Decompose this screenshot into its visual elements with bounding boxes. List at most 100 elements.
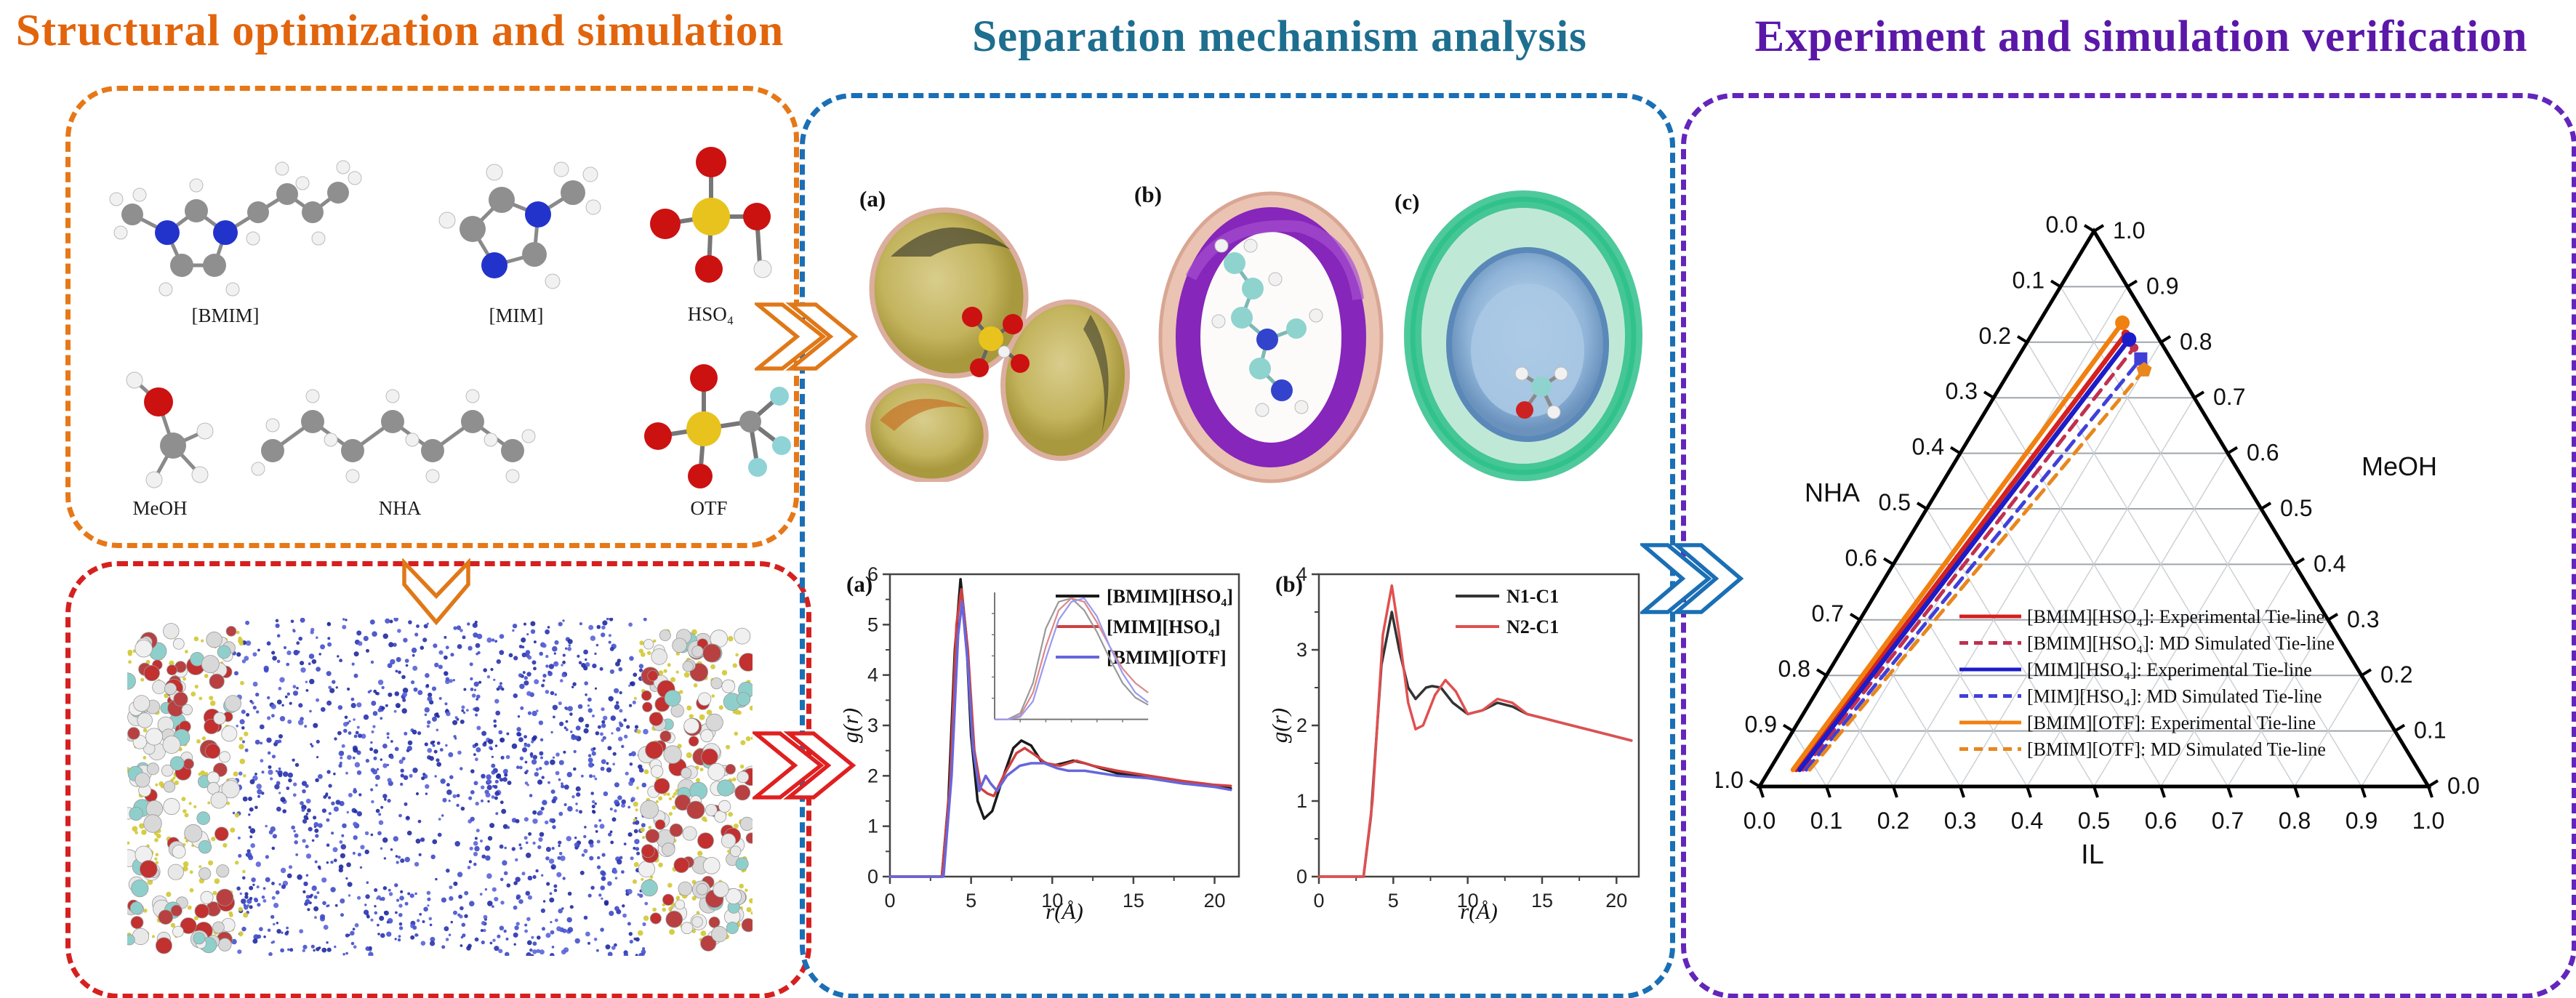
- arrow-right-red-icon: [753, 731, 856, 800]
- iso-label-a: (a): [859, 186, 886, 212]
- isosurface-c-graphic: [1404, 190, 1642, 481]
- svg-text:0.1: 0.1: [1810, 808, 1842, 834]
- svg-text:1.0: 1.0: [2412, 808, 2444, 834]
- rdf-svg: 0 5 10 15 20 0 1 2 3 4 5 6 r(Å) g(r) [BMIM][HSO₄] [MIM]…: [843, 563, 1240, 924]
- svg-text:5: 5: [966, 890, 976, 912]
- rdf-plot-a: 0 5 10 15 20 0 1 2 3 4 5 6 r(Å) g(r) [BMIM][HSO₄] [MIM]…: [843, 561, 1251, 925]
- rdf-svg: 0 5 10 15 20 0 1 2 3 4 r(Å) g(r) N1-C1 N2-C1 (b): [1272, 563, 1640, 924]
- molecule-label-mim: [MIM]: [489, 305, 544, 326]
- isosurface-b-graphic: [1158, 191, 1384, 483]
- mim-ballstick-graphic: [438, 161, 601, 289]
- svg-text:0.9: 0.9: [2146, 273, 2178, 299]
- svg-text:1: 1: [1296, 790, 1307, 812]
- svg-text:15: 15: [1531, 890, 1553, 912]
- svg-text:0.6: 0.6: [2145, 808, 2177, 834]
- svg-text:[MIM][HSO₄]: [MIM][HSO₄]: [1107, 616, 1221, 637]
- svg-text:[MIM][HSO₄]: MD Simulated Tie-: [MIM][HSO₄]: MD Simulated Tie-line: [2027, 686, 2322, 707]
- svg-text:5: 5: [867, 613, 878, 635]
- isosurface-a-graphic: [865, 207, 1131, 482]
- svg-text:0.5: 0.5: [1879, 489, 1911, 515]
- molecule-mim-structure: [MIM]: [404, 113, 629, 327]
- molecule-bmim-structure: [BMIM]: [84, 109, 367, 327]
- svg-text:[BMIM][HSO₄]: [BMIM][HSO₄]: [1107, 586, 1233, 607]
- svg-text:3: 3: [1296, 639, 1307, 661]
- molecule-label-hso4: HSO₄: [687, 303, 734, 325]
- svg-text:IL: IL: [2081, 840, 2104, 870]
- svg-text:6: 6: [867, 563, 878, 585]
- molecule-label-meoh: MeOH: [132, 497, 188, 519]
- svg-text:0.8: 0.8: [2180, 329, 2212, 355]
- svg-text:[MIM][HSO₄]: Experimental Tie-: [MIM][HSO₄]: Experimental Tie-line: [2027, 659, 2312, 680]
- iso-label-c: (c): [1395, 189, 1420, 214]
- svg-text:0.0: 0.0: [2447, 773, 2479, 799]
- svg-text:0: 0: [1296, 866, 1307, 888]
- svg-text:0.2: 0.2: [2380, 661, 2412, 688]
- md-simulation-snapshot: [127, 618, 753, 956]
- arrow-right-blue-icon: [1640, 543, 1744, 614]
- svg-text:3: 3: [867, 715, 878, 736]
- molecule-otf-structure: OTF: [622, 331, 796, 520]
- molecule-label-bmim: [BMIM]: [191, 305, 260, 326]
- svg-text:0.7: 0.7: [1812, 600, 1844, 627]
- hso4-ballstick-graphic: [649, 147, 771, 283]
- ternary-phase-diagram: 0.0 0.1 0.2 0.3 0.4 0.5 0.6 0.7 0.8 0.9 1.0 1.0 0.9 0…: [1716, 160, 2576, 945]
- svg-text:0.7: 0.7: [2212, 808, 2244, 834]
- svg-text:0.6: 0.6: [1845, 544, 1877, 571]
- molecule-meoh-structure: MeOH: [91, 338, 229, 520]
- svg-text:[BMIM][HSO₄]: Experimental Tie: [BMIM][HSO₄]: Experimental Tie-line: [2027, 606, 2324, 627]
- svg-text:[BMIM][OTF]: [BMIM][OTF]: [1107, 647, 1227, 668]
- svg-text:15: 15: [1123, 890, 1144, 912]
- ternary-svg: 0.0 0.1 0.2 0.3 0.4 0.5 0.6 0.7 0.8 0.9 1.0 1.0 0.9 0…: [1716, 212, 2479, 870]
- svg-text:0: 0: [1313, 890, 1324, 912]
- molecule-label-otf: OTF: [690, 497, 728, 519]
- svg-text:20: 20: [1605, 890, 1627, 912]
- svg-text:0.9: 0.9: [1745, 712, 1777, 738]
- svg-text:[BMIM][OTF]: Experimental Tie-: [BMIM][OTF]: Experimental Tie-line: [2027, 712, 2316, 733]
- svg-text:0.4: 0.4: [1912, 434, 1944, 460]
- svg-text:0.8: 0.8: [2279, 808, 2311, 834]
- svg-text:0.0: 0.0: [2046, 212, 2078, 238]
- svg-text:0.0: 0.0: [1744, 808, 1775, 834]
- svg-text:N2-C1: N2-C1: [1506, 616, 1559, 637]
- svg-text:0.1: 0.1: [2013, 267, 2045, 293]
- svg-text:0.3: 0.3: [1946, 378, 1978, 404]
- svg-text:r(Å): r(Å): [1046, 898, 1083, 924]
- arrow-down-orange-icon: [402, 558, 470, 626]
- svg-text:2: 2: [1296, 715, 1307, 736]
- svg-text:g(r): g(r): [1272, 708, 1292, 743]
- svg-text:0.1: 0.1: [2414, 717, 2446, 744]
- svg-text:r(Å): r(Å): [1460, 898, 1498, 924]
- svg-text:0.4: 0.4: [2314, 550, 2346, 576]
- meoh-ballstick-graphic: [126, 371, 214, 488]
- svg-text:0.7: 0.7: [2213, 384, 2245, 410]
- molecule-nha-structure: NHA: [240, 342, 560, 520]
- svg-text:[BMIM][OTF]: MD Simulated Tie-: [BMIM][OTF]: MD Simulated Tie-line: [2027, 739, 2326, 760]
- svg-text:MeOH: MeOH: [2362, 451, 2437, 481]
- svg-text:0: 0: [884, 890, 895, 912]
- nha-ballstick-graphic: [251, 389, 536, 483]
- svg-text:1: 1: [867, 816, 878, 837]
- svg-text:0.9: 0.9: [2346, 808, 2378, 834]
- svg-text:0.2: 0.2: [1979, 323, 2011, 349]
- svg-text:5: 5: [1388, 890, 1399, 912]
- svg-text:(b): (b): [1275, 571, 1303, 597]
- svg-text:0.5: 0.5: [2280, 495, 2312, 521]
- svg-text:NHA: NHA: [1805, 478, 1860, 507]
- svg-text:10: 10: [1457, 890, 1479, 912]
- bmim-ballstick-graphic: [109, 160, 362, 297]
- iso-label-b: (b): [1134, 182, 1162, 207]
- svg-text:[BMIM][HSO₄]: MD Simulated Tie: [BMIM][HSO₄]: MD Simulated Tie-line: [2027, 633, 2335, 654]
- molecule-hso4-structure: HSO₄: [625, 108, 796, 326]
- svg-text:0.6: 0.6: [2247, 440, 2279, 466]
- svg-text:0.3: 0.3: [2347, 606, 2379, 632]
- molecule-label-nha: NHA: [378, 497, 422, 519]
- svg-text:0.3: 0.3: [1944, 808, 1976, 834]
- svg-text:0: 0: [867, 866, 878, 888]
- svg-text:N1-C1: N1-C1: [1506, 586, 1559, 607]
- otf-ballstick-graphic: [644, 364, 791, 488]
- right-panel-title: Experiment and simulation verification: [1754, 12, 2528, 61]
- svg-text:10: 10: [1041, 890, 1063, 912]
- rdf-plot-b: 0 5 10 15 20 0 1 2 3 4 r(Å) g(r) N1-C1 N2-C1 (b): [1272, 561, 1650, 925]
- svg-text:1.0: 1.0: [2113, 217, 2145, 244]
